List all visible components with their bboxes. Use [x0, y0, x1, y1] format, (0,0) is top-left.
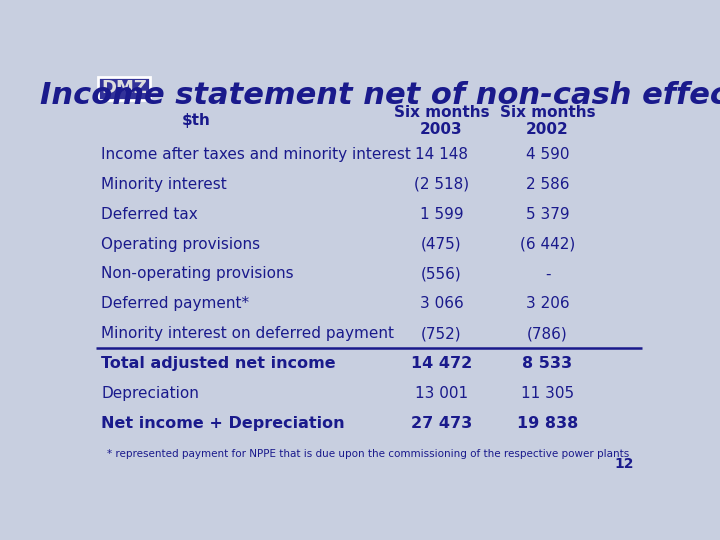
Text: 1 599: 1 599: [420, 207, 464, 221]
Text: DMZ: DMZ: [101, 79, 147, 97]
Text: Non-operating provisions: Non-operating provisions: [101, 266, 294, 281]
Text: (556): (556): [421, 266, 462, 281]
Text: 11 305: 11 305: [521, 386, 574, 401]
Text: (786): (786): [527, 326, 568, 341]
Text: Net income + Depreciation: Net income + Depreciation: [101, 416, 345, 431]
Text: (6 442): (6 442): [520, 237, 575, 252]
Text: (2 518): (2 518): [414, 177, 469, 192]
Text: (752): (752): [421, 326, 462, 341]
Text: (475): (475): [421, 237, 462, 252]
Text: Deferred payment*: Deferred payment*: [101, 296, 249, 312]
Text: 12: 12: [615, 457, 634, 471]
Text: Minority interest: Minority interest: [101, 177, 227, 192]
Text: Income after taxes and minority interest: Income after taxes and minority interest: [101, 147, 411, 161]
Text: 27 473: 27 473: [411, 416, 472, 431]
Text: Deferred tax: Deferred tax: [101, 207, 198, 221]
Text: 13 001: 13 001: [415, 386, 468, 401]
Text: Total adjusted net income: Total adjusted net income: [101, 356, 336, 372]
Text: Six months
2002: Six months 2002: [500, 105, 595, 137]
Text: $th: $th: [181, 113, 210, 129]
Text: 8 533: 8 533: [523, 356, 572, 372]
Text: 19 838: 19 838: [517, 416, 578, 431]
Text: 3 206: 3 206: [526, 296, 570, 312]
Text: Minority interest on deferred payment: Minority interest on deferred payment: [101, 326, 394, 341]
Text: 3 066: 3 066: [420, 296, 464, 312]
Text: Operating provisions: Operating provisions: [101, 237, 261, 252]
Text: 5 379: 5 379: [526, 207, 570, 221]
Text: * represented payment for NPPE that is due upon the commissioning of the respect: * represented payment for NPPE that is d…: [107, 449, 629, 460]
Text: Income statement net of non-cash effect: Income statement net of non-cash effect: [40, 82, 720, 111]
Text: 14 472: 14 472: [411, 356, 472, 372]
Text: Depreciation: Depreciation: [101, 386, 199, 401]
Text: Six months
2003: Six months 2003: [394, 105, 490, 137]
Text: 14 148: 14 148: [415, 147, 468, 161]
Text: -: -: [545, 266, 550, 281]
Text: 4 590: 4 590: [526, 147, 570, 161]
Text: 2 586: 2 586: [526, 177, 570, 192]
